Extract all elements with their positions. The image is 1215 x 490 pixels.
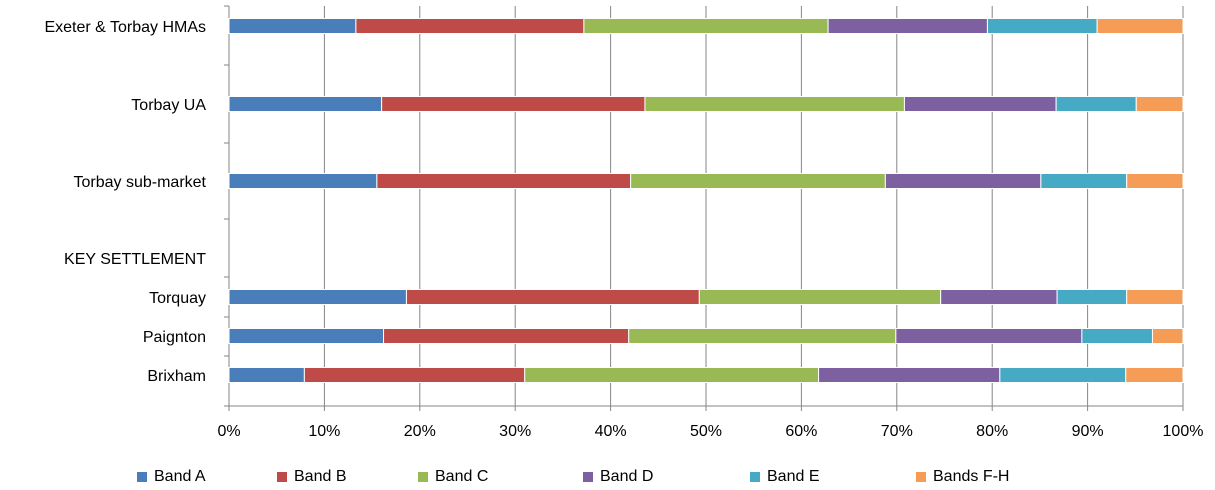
bar-segment <box>698 289 942 305</box>
legend-item: Bands F-H <box>916 468 1009 486</box>
bar-segment <box>986 18 1098 34</box>
bar-segment <box>1055 96 1137 112</box>
bar-segment <box>355 18 585 34</box>
legend-item: Band D <box>583 468 653 486</box>
x-tick-label: 10% <box>308 423 340 440</box>
bar-segment <box>376 173 632 189</box>
x-tick-label: 40% <box>595 423 627 440</box>
bar-segment <box>895 328 1083 344</box>
category-label: Paignton <box>143 329 206 346</box>
legend-item: Band A <box>137 468 206 486</box>
x-tick-label: 90% <box>1072 423 1104 440</box>
legend-label: Bands F-H <box>933 468 1010 485</box>
bar-segment <box>228 367 305 383</box>
bar-segment <box>1151 328 1184 344</box>
category-label: Brixham <box>147 368 206 385</box>
legend-item: Band C <box>418 468 488 486</box>
category-label: Torquay <box>149 290 206 307</box>
legend-swatch <box>418 472 428 482</box>
bar-segment <box>228 328 385 344</box>
legend-swatch <box>277 472 287 482</box>
x-tick-label: 20% <box>404 423 436 440</box>
bar-segment <box>818 367 1001 383</box>
bar-segment <box>228 173 378 189</box>
bar-segment <box>1125 367 1184 383</box>
bar-segment <box>381 96 646 112</box>
legend-label: Band B <box>294 468 347 485</box>
x-tick-label: 50% <box>690 423 722 440</box>
x-tick-label: 60% <box>785 423 817 440</box>
category-label: Exeter & Torbay HMAs <box>44 19 206 36</box>
category-label: KEY SETTLEMENT <box>64 251 206 268</box>
legend-swatch <box>583 472 593 482</box>
legend-swatch <box>750 472 760 482</box>
category-label: Torbay UA <box>131 97 206 114</box>
legend-label: Band E <box>767 468 820 485</box>
bar-segment <box>228 96 383 112</box>
legend-item: Band B <box>277 468 346 486</box>
x-tick-label: 80% <box>976 423 1008 440</box>
x-tick-label: 0% <box>217 423 240 440</box>
bar-segment <box>583 18 829 34</box>
category-label: Torbay sub-market <box>74 174 207 191</box>
bar-segment <box>524 367 820 383</box>
bar-segment <box>999 367 1127 383</box>
legend-label: Band C <box>435 468 489 485</box>
bar-segment <box>1040 173 1128 189</box>
legend-swatch <box>137 472 147 482</box>
bar-segment <box>228 18 357 34</box>
bar-segment <box>644 96 905 112</box>
bar-segment <box>1135 96 1184 112</box>
x-tick-label: 70% <box>881 423 913 440</box>
bar-segment <box>405 289 700 305</box>
legend-swatch <box>916 472 926 482</box>
bar-segment <box>383 328 630 344</box>
legend-item: Band E <box>750 468 819 486</box>
bar-segment <box>1126 173 1184 189</box>
x-tick-label: 30% <box>499 423 531 440</box>
bar-segment <box>1081 328 1153 344</box>
bar-segment <box>628 328 897 344</box>
bar-segment <box>827 18 988 34</box>
bar-segment <box>903 96 1057 112</box>
bar-segment <box>1126 289 1184 305</box>
bar-segment <box>940 289 1058 305</box>
chart-legend: Band A Band B Band C Band D Band E Bands F-H <box>0 468 1215 490</box>
legend-label: Band D <box>600 468 654 485</box>
x-tick-label: 100% <box>1163 423 1204 440</box>
legend-label: Band A <box>154 468 206 485</box>
bar-segment <box>303 367 526 383</box>
bar-segment <box>228 289 407 305</box>
bar-segment <box>1096 18 1184 34</box>
bar-segment <box>1056 289 1128 305</box>
bar-segment <box>630 173 886 189</box>
bar-segment <box>884 173 1042 189</box>
